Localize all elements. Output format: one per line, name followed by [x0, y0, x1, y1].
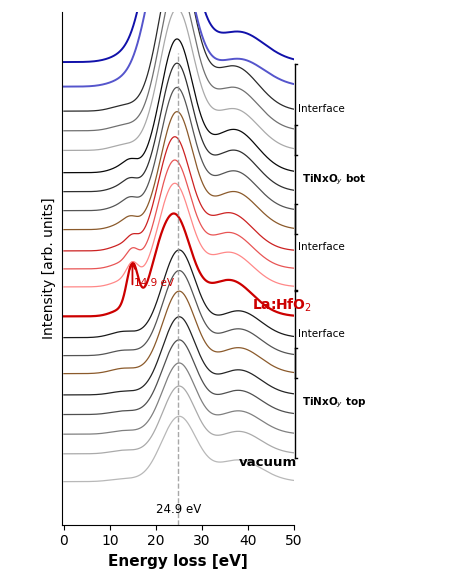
Text: Interface: Interface: [299, 104, 345, 114]
Text: 14.9 eV: 14.9 eV: [134, 278, 174, 288]
Text: vacuum: vacuum: [239, 455, 297, 469]
Y-axis label: Intensity [arb. units]: Intensity [arb. units]: [42, 198, 56, 339]
X-axis label: Energy loss [eV]: Energy loss [eV]: [108, 554, 247, 569]
Text: Interface: Interface: [299, 329, 345, 339]
Text: TiNxO$_y$ top: TiNxO$_y$ top: [302, 396, 366, 410]
Text: Interface: Interface: [299, 243, 345, 252]
Text: TiNxO$_y$ bot: TiNxO$_y$ bot: [302, 173, 366, 187]
Text: 24.9 eV: 24.9 eV: [156, 503, 201, 516]
Text: La:HfO$_2$: La:HfO$_2$: [253, 296, 312, 314]
